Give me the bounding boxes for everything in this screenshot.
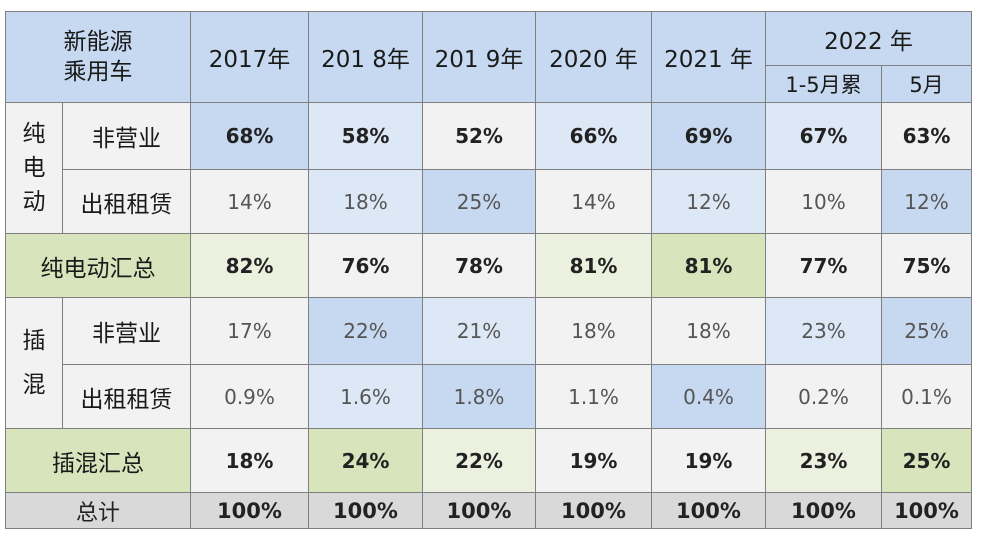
cell-phev-rental-2017: 0.9% [190, 364, 309, 429]
cell-bev-private-2020: 66% [535, 102, 652, 170]
cell-phev-rental-2021: 0.4% [651, 364, 766, 429]
cell-phev-private-2017: 17% [190, 297, 309, 365]
cell-phev-total-2021: 19% [651, 428, 766, 493]
cell-bev-rental-2017: 14% [190, 169, 309, 234]
cell-phev-total-2019: 22% [422, 428, 536, 493]
cell-total-2021: 100% [651, 492, 766, 529]
cell-bev-total-2021: 81% [651, 233, 766, 298]
row-label-phev-rental: 出租租赁 [62, 364, 191, 429]
cell-bev-total-2022ytd: 77% [765, 233, 882, 298]
cell-phev-private-2020: 18% [535, 297, 652, 365]
col-header-2019: 201 9年 [422, 11, 536, 103]
col-header-2022-ytd: 1-5月累 [765, 65, 882, 103]
col-header-2021: 2021 年 [651, 11, 766, 103]
group-bev-char-2: 电 [22, 155, 46, 181]
cell-bev-private-2018: 58% [308, 102, 423, 170]
cell-bev-private-2019: 52% [422, 102, 536, 170]
cell-phev-total-2018: 24% [308, 428, 423, 493]
cell-bev-rental-2022ytd: 10% [765, 169, 882, 234]
group-bev-char-1: 纯 [22, 121, 46, 147]
group-phev-char-1: 插 [22, 328, 46, 354]
corner-header: 新能源 乘用车 [5, 11, 191, 103]
col-header-2017: 2017年 [190, 11, 309, 103]
cell-phev-total-2017: 18% [190, 428, 309, 493]
cell-bev-total-2022may: 75% [880, 233, 973, 298]
cell-phev-private-2022may: 25% [880, 297, 973, 365]
cell-bev-rental-2022may: 12% [880, 169, 973, 234]
cell-phev-total-2022may: 25% [880, 428, 973, 493]
group-label-phev: 插 混 [5, 297, 63, 429]
cell-bev-private-2022may: 63% [880, 102, 973, 170]
cell-bev-total-2019: 78% [422, 233, 536, 298]
cell-phev-private-2022ytd: 23% [765, 297, 882, 365]
cell-bev-private-2021: 69% [651, 102, 766, 170]
cell-phev-rental-2019: 1.8% [422, 364, 536, 429]
cell-phev-rental-2022may: 0.1% [880, 364, 973, 429]
group-phev-char-2: 混 [22, 372, 46, 398]
cell-bev-rental-2020: 14% [535, 169, 652, 234]
col-header-2018: 201 8年 [308, 11, 423, 103]
cell-bev-private-2017: 68% [190, 102, 309, 170]
cell-total-2022may: 100% [880, 492, 973, 529]
group-label-bev: 纯 电 动 [5, 102, 63, 234]
cell-bev-rental-2021: 12% [651, 169, 766, 234]
group-bev-char-3: 动 [22, 189, 46, 215]
cell-bev-total-2020: 81% [535, 233, 652, 298]
row-label-phev-total: 插混汇总 [5, 428, 191, 493]
corner-line-1: 新能源 [63, 29, 133, 55]
row-label-phev-private: 非营业 [62, 297, 191, 365]
cell-phev-rental-2018: 1.6% [308, 364, 423, 429]
row-label-bev-private: 非营业 [62, 102, 191, 170]
cell-phev-total-2022ytd: 23% [765, 428, 882, 493]
col-header-2020: 2020 年 [535, 11, 652, 103]
cell-total-2022ytd: 100% [765, 492, 882, 529]
cell-total-2017: 100% [190, 492, 309, 529]
cell-total-2020: 100% [535, 492, 652, 529]
cell-phev-private-2018: 22% [308, 297, 423, 365]
share-table: 新能源 乘用车 2017年 201 8年 201 9年 2020 年 2021 … [5, 11, 973, 529]
corner-line-2: 乘用车 [63, 59, 133, 85]
cell-bev-rental-2018: 18% [308, 169, 423, 234]
cell-phev-rental-2022ytd: 0.2% [765, 364, 882, 429]
cell-phev-total-2020: 19% [535, 428, 652, 493]
col-header-2022-may: 5月 [880, 65, 973, 103]
cell-bev-total-2018: 76% [308, 233, 423, 298]
cell-bev-private-2022ytd: 67% [765, 102, 882, 170]
cell-phev-private-2021: 18% [651, 297, 766, 365]
col-header-2022: 2022 年 [764, 11, 973, 66]
cell-phev-private-2019: 21% [422, 297, 536, 365]
cell-bev-rental-2019: 25% [422, 169, 536, 234]
row-label-bev-rental: 出租租赁 [62, 169, 191, 234]
row-label-bev-total: 纯电动汇总 [5, 233, 191, 298]
row-label-grand-total: 总计 [5, 492, 191, 529]
cell-total-2019: 100% [422, 492, 536, 529]
cell-total-2018: 100% [308, 492, 423, 529]
cell-bev-total-2017: 82% [190, 233, 309, 298]
cell-phev-rental-2020: 1.1% [535, 364, 652, 429]
